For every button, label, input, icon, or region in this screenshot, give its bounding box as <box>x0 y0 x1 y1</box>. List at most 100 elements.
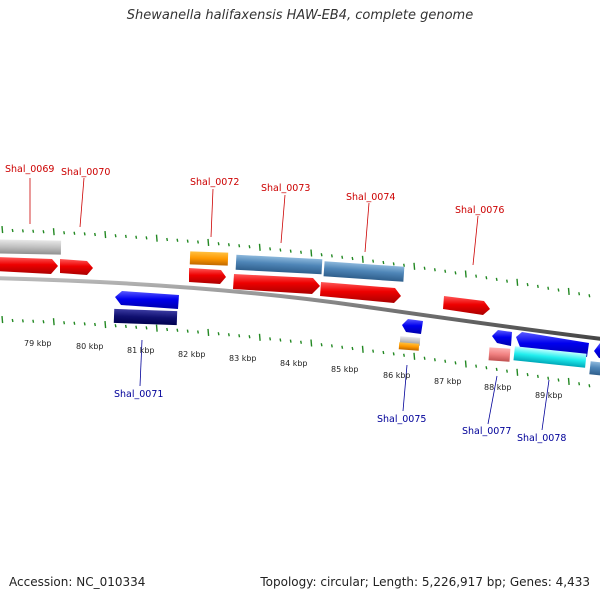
minor-tick <box>382 260 385 265</box>
minor-tick <box>444 359 447 363</box>
forward-leader-lines <box>29 177 479 266</box>
gene-label[interactable]: Shal_0078 <box>517 433 566 444</box>
minor-tick <box>444 269 447 273</box>
minor-tick <box>423 356 426 360</box>
gene-label[interactable]: Shal_0071 <box>114 389 163 400</box>
scale-label: 80 kbp <box>76 342 104 351</box>
major-tick <box>310 249 313 257</box>
major-tick <box>155 234 158 242</box>
minor-tick <box>238 244 241 248</box>
major-tick <box>1 316 4 324</box>
minor-tick <box>269 337 272 341</box>
minor-tick <box>94 322 96 327</box>
scale-label: 85 kbp <box>331 365 359 374</box>
minor-tick <box>454 361 457 365</box>
gene-block-pink[interactable] <box>488 347 511 362</box>
gene-arrow-red[interactable] <box>60 259 93 275</box>
minor-tick <box>21 319 24 323</box>
minor-tick <box>433 358 436 362</box>
minor-tick <box>279 338 282 342</box>
gene-arrow-blue[interactable] <box>594 343 600 359</box>
gene-label[interactable]: Shal_0070 <box>61 167 110 178</box>
gene-arrow-red[interactable] <box>233 274 320 294</box>
gene-arrow-red[interactable] <box>443 296 490 315</box>
major-tick <box>567 287 570 295</box>
minor-tick <box>135 325 138 329</box>
gene-arrow-red[interactable] <box>0 257 58 274</box>
minor-tick <box>197 330 199 334</box>
minor-tick <box>42 320 45 324</box>
scale-label: 82 kbp <box>178 350 206 359</box>
major-tick <box>464 360 467 368</box>
minor-tick <box>217 332 220 336</box>
minor-tick <box>186 329 189 333</box>
minor-tick <box>135 235 138 239</box>
gene-block-orange[interactable] <box>189 251 229 266</box>
gene-arrow-blue[interactable] <box>492 330 512 346</box>
minor-tick <box>588 294 591 298</box>
gene-block-orange[interactable] <box>398 342 420 351</box>
gene-arrow-red[interactable] <box>189 268 226 284</box>
reverse-gene-labels: Shal_0071 Shal_0075 Shal_0077 Shal_0078 <box>114 389 566 444</box>
minor-tick <box>11 318 14 323</box>
major-tick <box>413 262 416 270</box>
gene-label[interactable]: Shal_0076 <box>455 205 504 216</box>
gene-block-steel[interactable] <box>589 361 600 376</box>
minor-tick <box>557 378 560 382</box>
minor-tick <box>495 277 498 282</box>
scale-label: 84 kbp <box>280 359 308 368</box>
minor-tick <box>485 366 488 370</box>
minor-tick <box>176 328 179 332</box>
minor-tick <box>578 382 581 386</box>
minor-tick <box>32 319 35 323</box>
gene-block-navy[interactable] <box>113 308 178 326</box>
major-tick <box>361 255 364 263</box>
reverse-leader-lines <box>139 339 550 431</box>
minor-tick <box>547 376 550 380</box>
gene-arrow-blue[interactable] <box>516 332 589 357</box>
minor-tick <box>186 239 189 243</box>
major-tick <box>310 339 313 347</box>
minor-tick <box>269 247 272 251</box>
minor-tick <box>588 384 591 388</box>
major-tick <box>361 345 364 353</box>
lower-tick-track <box>1 316 591 388</box>
minor-tick <box>351 346 354 351</box>
scale-label: 89 kbp <box>535 391 563 400</box>
gene-label[interactable]: Shal_0069 <box>5 164 54 175</box>
gene-label[interactable]: Shal_0072 <box>190 177 239 188</box>
map-title: Shewanella halifaxensis HAW-EB4, complet… <box>126 8 474 23</box>
minor-tick <box>21 229 24 233</box>
gene-label[interactable]: Shal_0077 <box>462 426 511 437</box>
gene-arrow-blue[interactable] <box>402 319 423 334</box>
major-tick <box>207 328 210 336</box>
forward-gene-labels: Shal_0069 Shal_0070 Shal_0072 Shal_0073 … <box>5 164 504 216</box>
major-tick <box>104 231 107 239</box>
scale-label: 86 kbp <box>383 371 411 380</box>
minor-tick <box>330 344 333 348</box>
gene-block-steel[interactable] <box>235 254 323 275</box>
gene-arrow-red[interactable] <box>320 282 401 303</box>
gene-label[interactable]: Shal_0073 <box>261 183 310 194</box>
gene-arrow-blue[interactable] <box>115 291 179 309</box>
major-tick <box>413 352 416 360</box>
gene-label[interactable]: Shal_0075 <box>377 414 426 425</box>
reverse-features <box>113 291 600 376</box>
minor-tick <box>289 339 292 343</box>
scale-labels: 79 kbp 80 kbp 81 kbp 82 kbp 83 kbp 84 kb… <box>24 339 563 400</box>
gene-block-steel[interactable] <box>323 261 405 282</box>
minor-tick <box>166 237 169 242</box>
scale-label: 83 kbp <box>229 354 257 363</box>
gene-block-cyan[interactable] <box>513 346 587 368</box>
minor-tick <box>475 274 478 278</box>
minor-tick <box>63 231 66 235</box>
minor-tick <box>248 245 251 249</box>
scale-label: 88 kbp <box>484 383 512 392</box>
topology-text: Topology: circular; Length: 5,226,917 bp… <box>260 575 590 589</box>
major-tick <box>516 368 519 376</box>
minor-tick <box>392 262 395 266</box>
gene-block-gray[interactable] <box>0 239 62 255</box>
minor-tick <box>83 322 86 326</box>
gene-label[interactable]: Shal_0074 <box>346 192 395 203</box>
